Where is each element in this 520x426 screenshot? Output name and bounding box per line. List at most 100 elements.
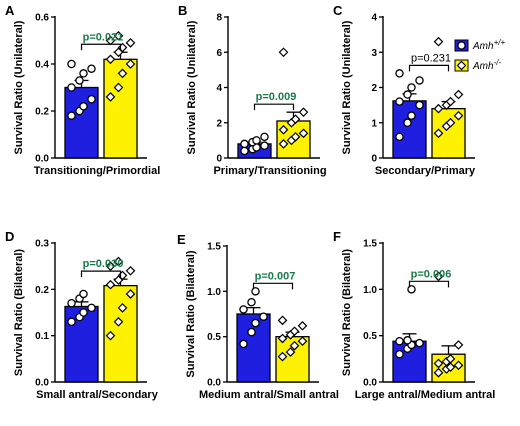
- data-point: [247, 297, 256, 307]
- y-tick-label: 0: [216, 154, 222, 165]
- data-point: [240, 139, 249, 149]
- panel-letter: E: [177, 232, 186, 247]
- data-point: [403, 90, 412, 99]
- data-point: [87, 95, 96, 104]
- data-point: [395, 349, 404, 359]
- data-point: [433, 358, 444, 369]
- data-point: [395, 69, 404, 78]
- panel-c: C 0 1 2 3 4 Survival Ratio (Unilateral) Seconda…: [333, 3, 476, 177]
- significance-bracket: [408, 280, 450, 288]
- significance-bracket: [80, 43, 122, 51]
- data-point: [415, 76, 424, 85]
- data-point: [105, 261, 116, 272]
- y-tick-label: 4: [216, 83, 222, 94]
- data-point: [113, 30, 124, 41]
- data-point: [407, 285, 416, 294]
- data-point: [433, 103, 444, 114]
- data-point: [113, 316, 124, 327]
- data-point: [260, 132, 269, 142]
- p-value-label: p=0.007: [255, 270, 296, 282]
- data-point: [289, 340, 300, 351]
- data-point: [67, 298, 76, 308]
- data-point: [251, 318, 260, 328]
- y-tick-label: 2: [371, 83, 377, 94]
- y-tick-label: 0.5: [363, 331, 377, 342]
- panel-letter: B: [178, 3, 187, 18]
- data-point: [239, 339, 248, 349]
- bar-amh-wildtype: [392, 100, 427, 159]
- data-point: [125, 265, 136, 276]
- data-point: [433, 271, 444, 282]
- y-tick-label: 0.6: [35, 13, 49, 24]
- y-tick-label: 1.0: [207, 287, 221, 298]
- data-point: [125, 59, 136, 69]
- y-axis-title: Survival Ratio (Unilateral): [186, 20, 198, 154]
- y-axis-title: Survival Ratio (Bilateral): [341, 249, 353, 376]
- data-point: [453, 110, 464, 121]
- legend-marker: [456, 60, 467, 71]
- data-point: [407, 83, 416, 92]
- y-tick-label: 1.5: [207, 242, 221, 253]
- y-tick-label: 4: [371, 13, 377, 24]
- data-point: [113, 82, 124, 93]
- data-point: [105, 330, 116, 341]
- significance-bracket: [80, 270, 122, 278]
- legend-marker: [457, 41, 466, 50]
- data-point: [67, 111, 76, 120]
- panel-letter: A: [5, 3, 15, 18]
- data-point: [113, 256, 124, 267]
- data-point: [259, 312, 268, 321]
- y-axis-title: Survival Ratio (Bilateral): [13, 249, 25, 376]
- y-tick-label: 0.0: [35, 378, 49, 389]
- data-point: [87, 64, 96, 73]
- data-point: [290, 132, 301, 142]
- data-point: [125, 38, 136, 48]
- data-point: [395, 336, 404, 346]
- data-point: [278, 124, 289, 135]
- y-tick-label: 0.4: [35, 60, 49, 71]
- legend-label: Amh-/-: [472, 58, 501, 72]
- data-point: [433, 367, 444, 378]
- data-point: [125, 289, 136, 299]
- y-axis-title: Survival Ratio (Unilateral): [13, 20, 25, 154]
- data-point: [403, 336, 412, 345]
- data-point: [445, 362, 456, 373]
- data-point: [117, 303, 128, 313]
- data-point: [395, 97, 404, 106]
- data-point: [79, 289, 88, 299]
- data-point: [278, 139, 289, 149]
- x-axis-title: Secondary/Primary: [375, 165, 476, 177]
- x-axis-title: Primary/Transitioning: [213, 165, 326, 177]
- data-point: [277, 315, 288, 326]
- panel-b: B 0 2 4 6 8 Survival Ratio (Unilateral) Primary…: [178, 3, 327, 177]
- data-point: [79, 308, 88, 317]
- data-point: [289, 326, 300, 337]
- data-point: [277, 351, 288, 362]
- data-point: [415, 338, 424, 348]
- data-point: [79, 102, 88, 111]
- data-point: [87, 303, 96, 313]
- y-axis-title: Survival Ratio (Unilateral): [341, 20, 353, 154]
- y-tick-label: 0.2: [35, 285, 49, 296]
- y-tick-label: 0.2: [35, 107, 49, 118]
- data-point: [445, 117, 456, 128]
- data-point: [278, 47, 289, 58]
- y-tick-label: 6: [216, 48, 222, 59]
- x-axis-title: Large antral/Medium antral: [355, 389, 496, 401]
- data-point: [105, 54, 116, 65]
- significance-bracket: [408, 64, 450, 72]
- x-axis-title: Small antral/Secondary: [36, 389, 159, 401]
- x-axis-title: Transitioning/Primordial: [34, 165, 161, 177]
- y-tick-label: 0.1: [35, 331, 49, 342]
- y-tick-label: 1.5: [363, 239, 377, 250]
- y-tick-label: 0.0: [363, 378, 377, 389]
- data-point: [67, 317, 76, 327]
- data-point: [433, 128, 444, 139]
- y-tick-label: 1: [371, 118, 377, 129]
- panel-letter: D: [5, 229, 14, 244]
- y-tick-label: 3: [371, 48, 377, 59]
- data-point: [298, 107, 309, 118]
- data-point: [251, 287, 260, 296]
- y-tick-label: 8: [216, 13, 222, 24]
- p-value-label: p=0.021: [83, 31, 124, 43]
